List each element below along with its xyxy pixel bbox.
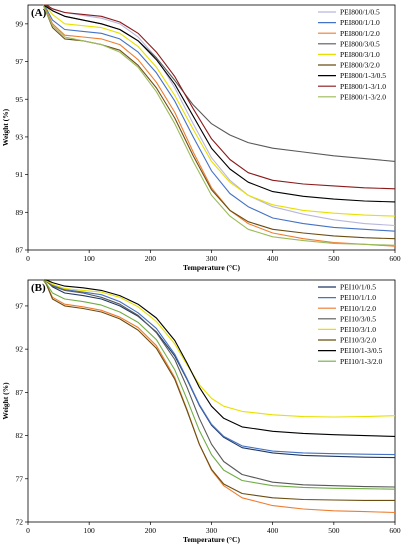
y-axis-label: Weight (%): [1, 382, 10, 420]
x-tick-label: 100: [84, 254, 96, 263]
panel-label: (B): [31, 282, 46, 294]
legend-entry: PEI800/1-3/2.0: [340, 92, 386, 101]
series-line-5: [43, 279, 396, 418]
series-line-1: [43, 279, 396, 459]
legend-entry: PEI10/3/2.0: [340, 336, 376, 345]
x-tick-label: 600: [389, 254, 401, 263]
x-tick-label: 500: [328, 254, 340, 263]
legend-entry: PEI10/1-3/2.0: [340, 357, 383, 366]
x-axis-label: Temperature (°C): [183, 535, 240, 544]
x-tick-label: 200: [145, 526, 157, 535]
panel-label: (A): [31, 7, 47, 19]
y-tick-label: 72: [16, 518, 24, 527]
y-tick-label: 97: [16, 302, 24, 311]
series-line-8: [42, 279, 396, 490]
y-tick-label: 93: [16, 133, 24, 142]
y-tick-label: 77: [16, 474, 24, 483]
y-tick-label: 89: [16, 208, 24, 217]
legend-entry: PEI800/1/2.0: [340, 29, 380, 38]
y-tick-label: 95: [16, 95, 24, 104]
legend-entry: PEI800/3/2.0: [340, 61, 380, 70]
legend-entry: PEI10/1/0.5: [340, 283, 376, 292]
legend-entry: PEI10/3/1.0: [340, 325, 376, 334]
legend-entry: PEI800/1/0.5: [340, 8, 380, 17]
legend-entry: PEI800/3/0.5: [340, 39, 380, 48]
y-axis-label: Weight (%): [1, 108, 10, 146]
series-line-9: [42, 4, 396, 246]
series-line-3: [42, 4, 396, 247]
x-tick-label: 400: [267, 254, 279, 263]
series-line-6: [42, 4, 396, 240]
series-line-4: [43, 279, 396, 488]
y-tick-label: 87: [16, 388, 24, 397]
legend-entry: PEI800/1-3/0.5: [340, 71, 386, 80]
x-tick-label: 200: [145, 254, 157, 263]
legend-entry: PEI800/1/1.0: [340, 18, 380, 27]
x-tick-label: 300: [206, 526, 218, 535]
legend-entry: PEI10/1/1.0: [340, 293, 376, 302]
y-tick-label: 91: [16, 170, 24, 179]
x-tick-label: 300: [206, 254, 218, 263]
x-axis-label: Temperature (°C): [183, 263, 240, 272]
panel-a-chart: 0 100 200 300 400 500 600 87 89 91 93 95 97 99 Tempera…: [1, 4, 401, 272]
panel-b-chart: 0 100 200 300 400 500 600 72 77 82 87 92 97 Temperatu…: [1, 279, 401, 544]
x-tick-label: 500: [328, 526, 340, 535]
series-line-8: [43, 4, 396, 190]
x-tick-label: 0: [26, 254, 30, 263]
y-tick-label: 97: [16, 57, 24, 66]
series-line-2: [43, 279, 396, 456]
x-tick-label: 400: [267, 526, 279, 535]
y-tick-label: 99: [16, 19, 24, 28]
series-line-7: [43, 279, 396, 437]
series-line-2: [42, 4, 396, 232]
legend-entry: PEI10/1-3/0.5: [340, 346, 383, 355]
series-line-6: [42, 279, 395, 501]
y-tick-label: 92: [16, 345, 24, 354]
legend-entry: PEI10/3/0.5: [340, 314, 376, 323]
x-tick-label: 100: [84, 526, 96, 535]
series-line-5: [43, 4, 396, 217]
series-line-7: [43, 4, 396, 203]
y-tick-label: 87: [16, 246, 24, 255]
legend-entry: PEI800/3/1.0: [340, 50, 380, 59]
legend-entry: PEI800/1-3/1.0: [340, 82, 386, 91]
y-tick-label: 82: [16, 431, 24, 440]
legend-entry: PEI10/1/2.0: [340, 304, 376, 313]
x-tick-label: 0: [26, 526, 30, 535]
x-tick-label: 600: [389, 526, 401, 535]
